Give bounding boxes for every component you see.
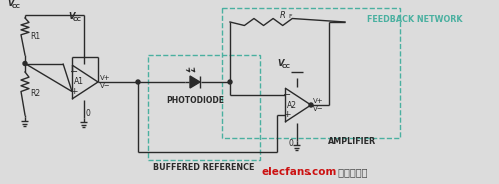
Text: R1: R1	[30, 32, 40, 41]
Text: 0: 0	[289, 139, 294, 148]
Text: FEEDBACK NETWORK: FEEDBACK NETWORK	[367, 15, 463, 24]
Text: −: −	[283, 91, 291, 100]
Text: CC: CC	[12, 4, 21, 9]
Circle shape	[228, 80, 232, 84]
Text: V: V	[277, 59, 283, 68]
Bar	[148, 55, 260, 160]
Text: BUFFERED REFERENCE: BUFFERED REFERENCE	[153, 162, 254, 171]
Text: V+: V+	[313, 98, 324, 104]
Text: −: −	[70, 68, 78, 77]
Text: 0: 0	[86, 109, 91, 118]
Text: R: R	[279, 10, 285, 20]
Text: PHOTODIODE: PHOTODIODE	[166, 96, 224, 105]
Text: F: F	[288, 13, 292, 19]
Polygon shape	[190, 76, 200, 88]
Bar	[222, 8, 400, 138]
Text: AMPLIFIER: AMPLIFIER	[328, 137, 376, 146]
Text: CC: CC	[73, 17, 82, 22]
Text: V: V	[7, 0, 13, 8]
Text: V−: V−	[313, 106, 324, 112]
Text: R2: R2	[30, 89, 40, 98]
Text: V: V	[68, 12, 74, 21]
Text: A2: A2	[287, 100, 297, 109]
Text: +: +	[283, 110, 291, 119]
Circle shape	[136, 80, 140, 84]
Text: A1: A1	[74, 77, 84, 86]
Text: CC: CC	[282, 64, 291, 69]
Circle shape	[309, 103, 313, 107]
Text: .com: .com	[308, 167, 336, 177]
Text: elecfans: elecfans	[262, 167, 311, 177]
Text: +: +	[70, 87, 78, 96]
Text: V−: V−	[100, 83, 111, 89]
Text: V+: V+	[100, 75, 111, 81]
Text: 电子发烧友: 电子发烧友	[335, 167, 367, 177]
Circle shape	[23, 61, 27, 66]
